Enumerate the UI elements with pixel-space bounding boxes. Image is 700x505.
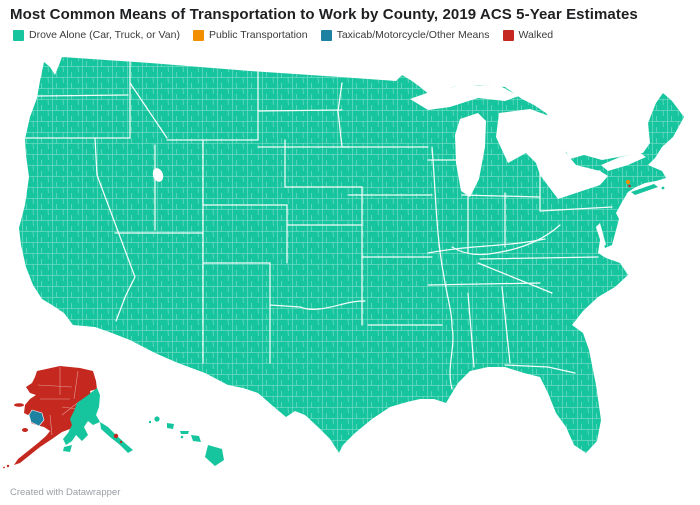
nyc-marker-walked xyxy=(628,184,631,188)
state-borders xyxy=(24,57,613,390)
legend-item-public-transportation: Public Transportation xyxy=(192,29,308,41)
lanai xyxy=(180,435,184,439)
lake-superior xyxy=(410,85,519,110)
long-island xyxy=(631,184,658,195)
legend-swatch-walked xyxy=(502,29,514,41)
maui xyxy=(191,435,201,442)
niihau xyxy=(148,420,152,424)
nyc-marker-public-transport xyxy=(625,179,631,188)
panhandle-walked-dot-small xyxy=(119,440,123,444)
legend-swatch-drove-alone xyxy=(13,29,24,41)
alaska-borough-borders xyxy=(37,367,81,436)
legend-swatch-taxicab-other xyxy=(320,29,332,41)
panhandle-walked-dot xyxy=(113,433,119,439)
great-lakes xyxy=(152,85,646,246)
legend-label-walked: Walked xyxy=(518,29,554,41)
alaska-walked-region xyxy=(14,366,97,465)
aleutian-dot-1 xyxy=(6,464,10,468)
nantucket-island xyxy=(661,186,665,190)
legend-label-drove-alone: Drove Alone (Car, Truck, or Van) xyxy=(29,29,180,41)
molokai xyxy=(180,431,189,434)
legend-item-drove-alone: Drove Alone (Car, Truck, or Van) xyxy=(13,29,180,41)
great-salt-lake xyxy=(152,168,164,182)
hawaii-inset xyxy=(148,416,224,466)
chesapeake-bay xyxy=(596,223,606,246)
legend: Drove Alone (Car, Truck, or Van) Public … xyxy=(13,29,553,41)
kodiak-island xyxy=(63,445,72,452)
hawaii-big-island xyxy=(205,445,224,466)
page-title: Most Common Means of Transportation to W… xyxy=(10,6,638,23)
us-county-map xyxy=(3,57,684,469)
lake-ontario xyxy=(601,153,646,171)
kusilvak-blue-county xyxy=(28,409,45,427)
nunivak-island xyxy=(22,428,28,432)
legend-item-taxicab-other: Taxicab/Motorcycle/Other Means xyxy=(320,29,490,41)
legend-label-public-transportation: Public Transportation xyxy=(208,29,308,41)
alaska-inset xyxy=(3,366,133,469)
legend-swatch-public-transportation xyxy=(192,29,204,41)
map-canvas xyxy=(0,50,700,495)
aleutian-dot-2 xyxy=(3,466,5,469)
datawrapper-credit-link[interactable]: Created with Datawrapper xyxy=(10,487,121,498)
legend-item-walked: Walked xyxy=(502,29,554,41)
legend-label-taxicab-other: Taxicab/Motorcycle/Other Means xyxy=(336,29,490,41)
lake-huron-erie xyxy=(496,109,608,199)
lake-michigan xyxy=(455,113,486,197)
alaska-southcentral-region xyxy=(63,388,100,445)
oahu xyxy=(167,423,174,429)
kauai xyxy=(154,416,160,422)
st-lawrence-island xyxy=(14,403,24,407)
